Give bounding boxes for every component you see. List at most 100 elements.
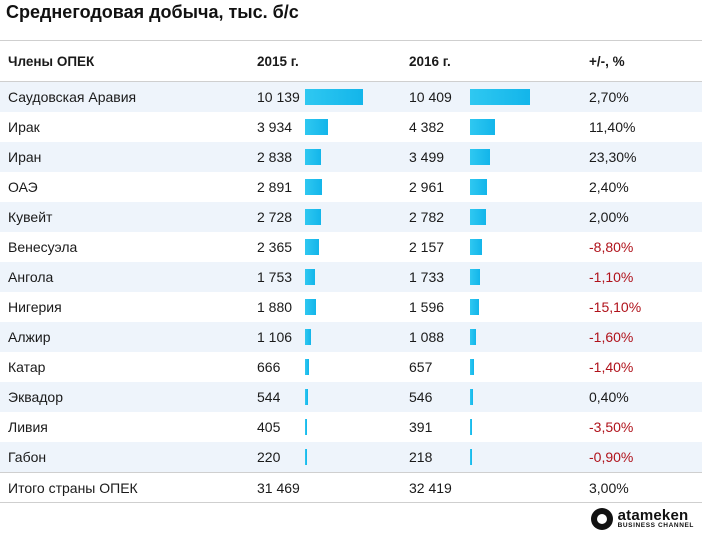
brand-logo: atameken BUSINESS CHANNEL [590, 505, 694, 533]
value-2015: 544 [257, 389, 281, 405]
value-2016: 2 961 [409, 179, 445, 195]
value-2015: 1 880 [257, 299, 293, 315]
total-2015: 31 469 [257, 472, 409, 503]
change-value: 2,40% [589, 179, 629, 195]
bar-2015 [305, 149, 322, 165]
brand-subtitle: BUSINESS CHANNEL [617, 522, 694, 530]
value-cell-2016: 1 733 [409, 262, 589, 292]
value-2015: 10 139 [257, 89, 300, 105]
bar-2016 [470, 329, 477, 345]
value-2016: 3 499 [409, 149, 445, 165]
country-name: Ангола [0, 262, 257, 292]
bar-2016 [470, 239, 483, 255]
country-name: Катар [8, 359, 46, 375]
change-value: -3,50% [589, 419, 634, 435]
country-name: Габон [0, 442, 257, 473]
change-value: -1,60% [589, 322, 702, 352]
bar-2015 [305, 449, 307, 465]
column-header-change: +/-, % [589, 41, 702, 82]
table-row: Венесуэла 2 365 2 157 -8,80% [0, 232, 702, 262]
country-name: Кувейт [0, 202, 257, 232]
bar-2016 [470, 449, 472, 465]
bar-2016 [470, 359, 474, 375]
bar-2015 [305, 329, 312, 345]
value-2016: 546 [409, 389, 433, 405]
table-row: Иран 2 838 3 499 23,30% [0, 142, 702, 172]
value-cell-2016: 10 409 [409, 81, 589, 112]
value-2015: 220 [257, 449, 281, 465]
value-cell-2015: 2 838 [257, 142, 409, 172]
value-cell-2016: 391 [409, 412, 589, 442]
bar-2015 [305, 359, 309, 375]
value-cell-2015: 2 891 [257, 172, 409, 202]
value-cell-2015: 544 [257, 382, 409, 412]
bar-2015 [305, 239, 319, 255]
bar-2016 [470, 119, 496, 135]
table-body: Саудовская Аравия 10 139 10 409 2,70% Ирак 3 … [0, 81, 702, 503]
production-table: Члены ОПЕК 2015 г. 2016 г. +/-, % Саудов… [0, 41, 702, 503]
value-cell-2015: 1 753 [257, 262, 409, 292]
value-cell-2015: 405 [257, 412, 409, 442]
value-2015: 1 753 [257, 269, 293, 285]
value-2016: 218 [409, 449, 433, 465]
change-value: -8,80% [589, 239, 634, 255]
total-row: Итого страны ОПЕК 31 469 32 419 3,00% [0, 472, 702, 503]
total-label: Итого страны ОПЕК [0, 472, 257, 503]
brand-name: atameken [617, 507, 689, 525]
country-name: Эквадор [0, 382, 257, 412]
bar-2015 [305, 389, 309, 405]
value-cell-2016: 2 157 [409, 232, 589, 262]
change-value: 0,40% [589, 382, 702, 412]
table-row: Ливия 405 391 -3,50% [0, 412, 702, 442]
value-cell-2016: 3 499 [409, 142, 589, 172]
total-2016: 32 419 [409, 472, 589, 503]
value-2015: 666 [257, 359, 281, 375]
value-cell-2016: 2 782 [409, 202, 589, 232]
country-name: Алжир [0, 322, 257, 352]
value-cell-2016: 218 [409, 442, 589, 473]
country-name: Ливия [8, 419, 48, 435]
table-row: Алжир 1 106 1 088 -1,60% [0, 322, 702, 352]
table-header-row: Члены ОПЕК 2015 г. 2016 г. +/-, % [0, 41, 702, 82]
change-value: -0,90% [589, 442, 702, 473]
country-name: Нигерия [8, 299, 62, 315]
value-cell-2015: 1 880 [257, 292, 409, 322]
value-2016: 1 733 [409, 269, 445, 285]
country-name: Венесуэла [8, 239, 78, 255]
value-cell-2015: 220 [257, 442, 409, 473]
value-2016: 1 596 [409, 299, 445, 315]
value-cell-2016: 546 [409, 382, 589, 412]
column-header-2016: 2016 г. [409, 41, 589, 82]
table-row: Ангола 1 753 1 733 -1,10% [0, 262, 702, 292]
change-value: -15,10% [589, 299, 642, 315]
bar-2016 [470, 89, 530, 105]
table-row: ОАЭ 2 891 2 961 2,40% [0, 172, 702, 202]
country-name: Иран [0, 142, 257, 172]
value-2015: 2 728 [257, 209, 293, 225]
value-2015: 2 365 [257, 239, 293, 255]
value-cell-2016: 657 [409, 352, 589, 382]
value-2016: 2 157 [409, 239, 445, 255]
column-header-country: Члены ОПЕК [0, 41, 257, 82]
table-row: Саудовская Аравия 10 139 10 409 2,70% [0, 81, 702, 112]
bar-2016 [470, 179, 488, 195]
change-value: 23,30% [589, 142, 702, 172]
country-name: ОАЭ [8, 179, 38, 195]
value-cell-2016: 1 088 [409, 322, 589, 352]
title-divider [0, 40, 702, 41]
value-2016: 657 [409, 359, 433, 375]
value-2015: 405 [257, 419, 281, 435]
value-cell-2015: 10 139 [257, 81, 409, 112]
bar-2016 [470, 209, 487, 225]
bar-2015 [305, 419, 308, 435]
bar-2016 [470, 269, 480, 285]
value-2015: 2 891 [257, 179, 293, 195]
value-cell-2016: 4 382 [409, 112, 589, 142]
table-row: Эквадор 544 546 0,40% [0, 382, 702, 412]
value-2016: 4 382 [409, 119, 445, 135]
value-cell-2015: 2 728 [257, 202, 409, 232]
bar-2015 [305, 179, 322, 195]
table-row: Кувейт 2 728 2 782 2,00% [0, 202, 702, 232]
value-cell-2015: 666 [257, 352, 409, 382]
country-name: Ирак [8, 119, 40, 135]
